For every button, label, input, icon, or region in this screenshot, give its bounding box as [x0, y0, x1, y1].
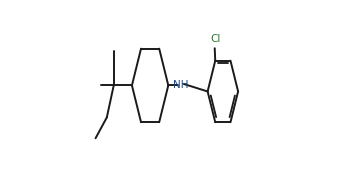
Text: NH: NH [173, 80, 188, 90]
Text: Cl: Cl [210, 34, 220, 44]
